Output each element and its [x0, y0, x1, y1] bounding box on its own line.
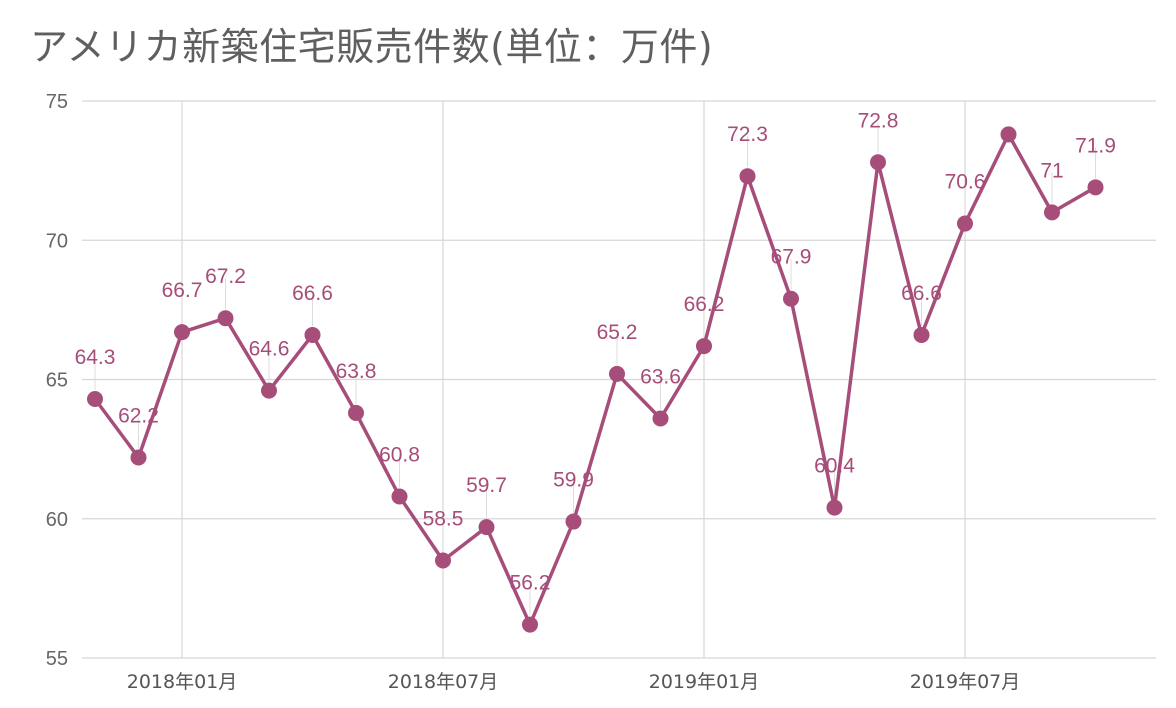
label-leaders: [94, 122, 1096, 616]
data-point: [304, 326, 321, 343]
y-tick-label: 70: [46, 230, 68, 252]
data-label: 64.6: [249, 338, 290, 361]
data-label: 70.6: [945, 171, 986, 194]
data-point: [609, 365, 625, 382]
chart-title: アメリカ新築住宅販売件数(単位：万件): [30, 25, 714, 69]
data-label: 71.9: [1075, 134, 1116, 157]
data-labels: 64.3 62.2 66.767.2 64.6 66.6 63.8 60.8 58.559.7…: [75, 109, 1116, 594]
series-line-layer: [93, 132, 1098, 627]
x-tick-label: 2018年07月: [388, 671, 499, 693]
y-tick-label: 75: [46, 91, 68, 113]
x-tick-label: 2018年01月: [127, 671, 238, 693]
data-points: [87, 126, 1104, 633]
y-tick-label: 55: [46, 648, 68, 670]
data-point: [174, 324, 190, 341]
data-label: 67.2: [205, 265, 246, 288]
data-label: 60.8: [379, 443, 420, 466]
data-point: [913, 326, 930, 343]
data-point: [435, 552, 451, 569]
x-tick-label: 2019年01月: [649, 671, 760, 693]
data-label: 56.2: [510, 572, 551, 595]
data-point: [478, 519, 495, 536]
data-point: [826, 499, 843, 516]
y-axis-ticks: 55 60 65 70 75: [46, 91, 68, 670]
data-point: [957, 215, 973, 232]
data-label: 63.8: [336, 360, 377, 383]
data-point: [565, 513, 582, 530]
series-line: [93, 132, 1098, 627]
data-point: [522, 616, 538, 633]
data-label: 72.3: [727, 123, 768, 146]
data-label: 71: [1040, 159, 1063, 182]
data-point: [1087, 179, 1104, 196]
data-label: 60.4: [814, 455, 855, 478]
data-label: 72.8: [858, 109, 899, 132]
data-label: 66.6: [292, 282, 333, 305]
data-point: [739, 168, 756, 185]
data-label: 58.5: [423, 508, 464, 531]
data-point: [348, 404, 364, 421]
data-point: [261, 382, 277, 399]
data-point: [87, 390, 103, 407]
data-point: [1000, 126, 1017, 143]
y-tick-label: 60: [46, 509, 68, 531]
data-point: [696, 338, 712, 355]
data-point: [217, 310, 234, 327]
x-axis-ticks: 2018年01月 2018年07月 2019年01月 2019年07月: [127, 671, 1021, 693]
data-point: [130, 449, 147, 466]
data-label: 63.6: [640, 365, 681, 388]
y-tick-label: 65: [46, 370, 68, 392]
data-label: 67.9: [771, 246, 812, 269]
data-label: 65.2: [597, 321, 638, 344]
data-label: 59.9: [553, 469, 594, 492]
x-tick-label: 2019年07月: [910, 671, 1021, 693]
data-label: 66.7: [162, 279, 203, 302]
data-label: 66.6: [901, 282, 942, 305]
data-point: [391, 488, 408, 505]
data-point: [1044, 204, 1060, 221]
data-point: [870, 154, 886, 171]
data-point: [652, 410, 669, 427]
data-point: [783, 290, 799, 307]
data-label: 64.3: [75, 346, 116, 369]
data-label: 62.2: [118, 404, 159, 427]
data-label: 59.7: [466, 474, 507, 497]
data-label: 66.2: [684, 293, 725, 316]
